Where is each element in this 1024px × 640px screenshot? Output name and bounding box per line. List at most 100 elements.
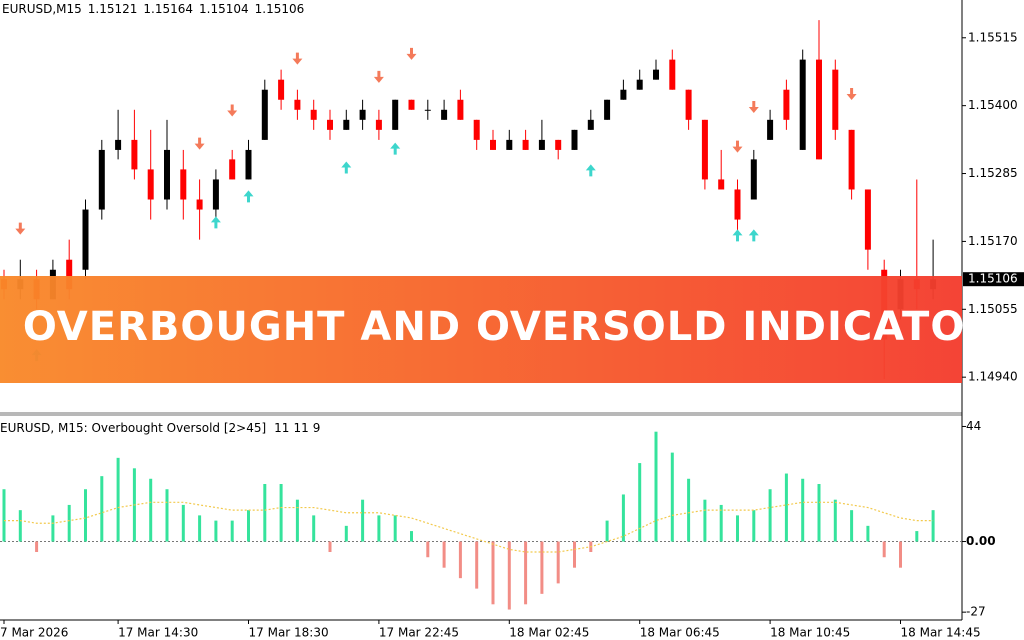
candle-body <box>196 199 203 210</box>
candle-body <box>816 59 822 160</box>
candle-body <box>701 119 708 180</box>
candle-body <box>571 129 578 150</box>
candle-body <box>685 89 692 120</box>
candle-body <box>669 59 676 90</box>
histogram-bar <box>719 504 723 542</box>
candle-body <box>98 149 105 210</box>
histogram-bar <box>279 484 283 542</box>
histogram-bar <box>866 525 870 542</box>
histogram-bar <box>361 499 365 542</box>
indicator-value: 11 <box>274 421 289 435</box>
candle-body <box>457 99 464 120</box>
histogram-bar <box>784 473 788 542</box>
histogram-bar <box>393 515 397 542</box>
y-tick-label: 44 <box>966 419 981 433</box>
histogram-bar <box>247 510 250 542</box>
buy-arrow <box>341 161 352 174</box>
indicator-value: 9 <box>313 421 321 435</box>
signal-line <box>4 501 934 553</box>
histogram-bar <box>573 541 576 568</box>
overlay-labels: 1.15515 1.15400 1.15285 1.15170 1.15055 1.149… <box>963 30 1024 619</box>
sell-arrow <box>373 70 384 83</box>
candle-body <box>473 119 480 140</box>
candle-body <box>375 119 382 130</box>
histogram-bar <box>801 478 805 542</box>
histogram-bar <box>833 499 837 542</box>
x-tick-label: 18 Mar 14:45 <box>901 626 981 640</box>
candle-body <box>245 149 252 180</box>
candle-body <box>261 89 268 140</box>
candle-body <box>799 59 806 150</box>
histogram-bar <box>882 541 886 558</box>
indicator-header: EURUSD, M15: Overbought Oversold [2>45] 1… <box>0 421 320 435</box>
candle-body <box>734 189 741 220</box>
histogram-bar <box>736 515 739 542</box>
y-tick-label: 1.15515 <box>968 30 1018 44</box>
histogram-bar <box>687 478 691 542</box>
histogram-bar <box>165 489 169 542</box>
candle-body <box>392 99 399 130</box>
histogram-bar <box>491 541 495 605</box>
sell-arrow <box>846 88 857 101</box>
candle-body <box>310 109 317 120</box>
symbol: EURUSD,M15 <box>2 2 82 16</box>
y-tick-label: 1.14940 <box>968 370 1018 384</box>
histogram-bar <box>817 484 821 542</box>
histogram-bar <box>621 494 625 542</box>
sell-arrow <box>227 104 238 117</box>
indicator-name: EURUSD, M15: Overbought Oversold [2>45] <box>0 421 266 435</box>
candle-body <box>408 99 415 110</box>
y-tick-label: -27 <box>966 605 986 619</box>
sell-arrow <box>194 137 205 150</box>
candle-body <box>750 159 757 200</box>
histogram-bar <box>214 520 218 542</box>
x-tick-label: 18 Mar 10:45 <box>770 626 850 640</box>
buy-arrow <box>585 164 596 177</box>
histogram-bar <box>556 541 560 584</box>
histogram-bar <box>18 510 22 542</box>
sell-arrow <box>406 47 417 60</box>
histogram-bar <box>540 541 544 594</box>
x-tick-label: 18 Mar 02:45 <box>509 626 589 640</box>
candle-body <box>82 209 89 270</box>
candle-body <box>506 139 513 150</box>
y-tick-label: 1.15285 <box>968 166 1018 180</box>
histogram-bar <box>475 541 479 589</box>
histogram-bar <box>51 515 55 542</box>
candle-body <box>180 169 187 200</box>
histogram-bar <box>850 510 854 542</box>
histogram-bar <box>377 515 381 542</box>
banner-title: OVERBOUGHT AND OVERSOLD INDICATOR <box>23 304 997 350</box>
candle-body <box>131 139 138 170</box>
histogram-bar <box>295 499 299 542</box>
histogram-bar <box>2 489 6 542</box>
histogram-bar <box>768 489 772 542</box>
buy-arrow <box>748 229 759 242</box>
histogram-bar <box>915 531 919 542</box>
histogram-bar <box>931 510 935 542</box>
candle-body <box>783 89 790 120</box>
histogram-bar <box>605 520 609 542</box>
sell-arrow <box>748 101 759 114</box>
histogram-bar <box>84 489 87 542</box>
buy-arrow <box>390 142 401 155</box>
histogram-bar <box>35 541 39 552</box>
candle-body <box>424 109 431 111</box>
indicator-value: 11 <box>293 421 308 435</box>
histogram-bar <box>426 541 430 558</box>
histogram-bar <box>312 515 316 542</box>
candle-body <box>832 69 839 130</box>
histogram-bar <box>328 541 332 552</box>
header-value: 1.15121 <box>88 2 138 16</box>
candle-body <box>147 169 154 200</box>
candle-body <box>767 119 774 140</box>
sell-arrow <box>732 140 743 153</box>
candle-body <box>538 139 545 150</box>
current-price-box <box>963 272 1024 287</box>
candle-body <box>848 129 855 190</box>
candle-body <box>653 69 659 80</box>
candle-body <box>604 99 611 120</box>
histogram-bar <box>442 541 446 568</box>
